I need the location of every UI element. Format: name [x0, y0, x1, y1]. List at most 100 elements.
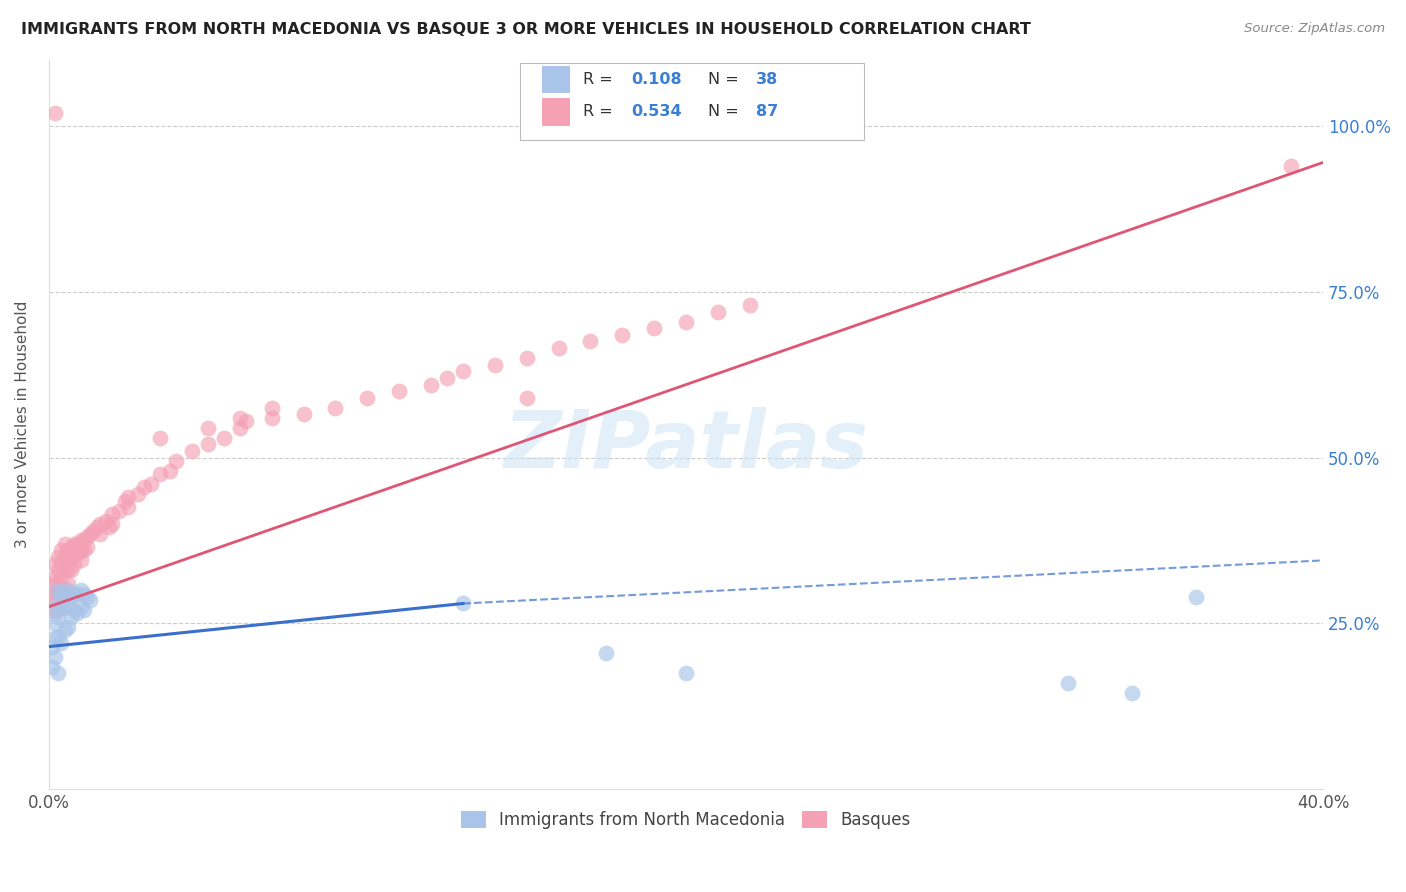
Point: [69, 543, 91, 558]
Point: [46, 609, 69, 624]
Point: [46, 666, 69, 681]
Point: [51, 586, 73, 600]
Text: IMMIGRANTS FROM NORTH MACEDONIA VS BASQUE 3 OR MORE VEHICLES IN HOUSEHOLD CORREL: IMMIGRANTS FROM NORTH MACEDONIA VS BASQU…: [21, 22, 1031, 37]
Point: [79, 593, 101, 607]
Point: [69, 553, 91, 567]
Point: [82, 524, 104, 538]
Point: [76, 590, 98, 604]
Point: [292, 408, 315, 422]
Point: [44, 616, 66, 631]
Point: [101, 507, 124, 521]
Point: [1279, 159, 1302, 173]
Point: [44, 630, 66, 644]
Point: [53, 563, 76, 577]
Point: [212, 431, 235, 445]
Point: [73, 533, 96, 548]
Point: [66, 607, 89, 621]
Point: [41, 576, 63, 591]
Point: [56, 543, 79, 558]
Point: [94, 514, 117, 528]
Point: [707, 304, 730, 318]
Point: [69, 533, 91, 548]
Point: [56, 583, 79, 598]
Point: [98, 520, 121, 534]
Text: R =: R =: [582, 72, 617, 87]
Point: [260, 401, 283, 415]
Point: [53, 599, 76, 614]
Point: [63, 547, 86, 561]
Point: [63, 603, 86, 617]
Point: [46, 563, 69, 577]
Point: [127, 487, 149, 501]
Point: [108, 503, 131, 517]
Text: R =: R =: [582, 104, 617, 120]
Point: [53, 583, 76, 598]
Point: [139, 477, 162, 491]
Point: [46, 583, 69, 598]
Point: [79, 526, 101, 541]
Point: [436, 371, 458, 385]
Point: [89, 516, 111, 531]
Point: [229, 410, 252, 425]
Point: [149, 431, 172, 445]
Text: N =: N =: [707, 104, 744, 120]
Point: [149, 467, 172, 482]
Point: [63, 537, 86, 551]
Point: [44, 597, 66, 611]
Point: [675, 315, 697, 329]
Point: [89, 526, 111, 541]
Point: [579, 334, 602, 349]
Point: [46, 550, 69, 565]
Point: [675, 666, 697, 681]
Point: [1057, 676, 1080, 690]
Point: [60, 540, 83, 554]
Text: Source: ZipAtlas.com: Source: ZipAtlas.com: [1244, 22, 1385, 36]
Point: [44, 583, 66, 598]
Point: [69, 599, 91, 614]
Point: [73, 586, 96, 600]
Y-axis label: 3 or more Vehicles in Household: 3 or more Vehicles in Household: [15, 301, 30, 548]
Point: [260, 410, 283, 425]
Point: [356, 391, 378, 405]
Point: [165, 454, 187, 468]
Point: [51, 636, 73, 650]
Point: [44, 649, 66, 664]
FancyBboxPatch shape: [541, 65, 569, 94]
Point: [101, 516, 124, 531]
Point: [41, 590, 63, 604]
Point: [76, 530, 98, 544]
Point: [60, 563, 83, 577]
Point: [76, 540, 98, 554]
Point: [46, 590, 69, 604]
Point: [46, 597, 69, 611]
Point: [51, 570, 73, 584]
Point: [44, 603, 66, 617]
Point: [235, 414, 257, 428]
Point: [451, 364, 474, 378]
Point: [66, 537, 89, 551]
Point: [46, 630, 69, 644]
Point: [56, 576, 79, 591]
Point: [44, 557, 66, 571]
Text: 38: 38: [756, 72, 779, 87]
Point: [738, 298, 761, 312]
Point: [643, 321, 665, 335]
FancyBboxPatch shape: [520, 63, 865, 140]
Point: [56, 599, 79, 614]
Point: [197, 437, 219, 451]
Point: [595, 646, 617, 660]
Point: [114, 493, 136, 508]
Point: [53, 550, 76, 565]
FancyBboxPatch shape: [541, 98, 569, 126]
Point: [66, 547, 89, 561]
Text: N =: N =: [707, 72, 744, 87]
Point: [41, 659, 63, 673]
Point: [51, 586, 73, 600]
Point: [60, 590, 83, 604]
Point: [69, 583, 91, 598]
Point: [53, 623, 76, 637]
Point: [484, 358, 506, 372]
Text: 0.534: 0.534: [631, 104, 682, 120]
Point: [1121, 686, 1143, 700]
Point: [51, 557, 73, 571]
